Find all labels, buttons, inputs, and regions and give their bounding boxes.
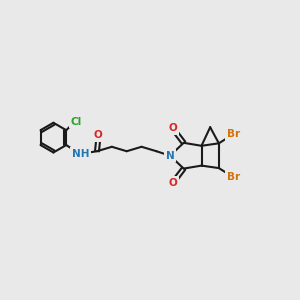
Text: Br: Br (227, 129, 240, 140)
Text: Cl: Cl (70, 116, 82, 127)
Text: O: O (94, 130, 103, 140)
Text: N: N (166, 151, 174, 161)
Text: O: O (168, 178, 177, 188)
Text: NH: NH (72, 149, 90, 159)
Text: Br: Br (227, 172, 240, 182)
Text: O: O (168, 124, 177, 134)
